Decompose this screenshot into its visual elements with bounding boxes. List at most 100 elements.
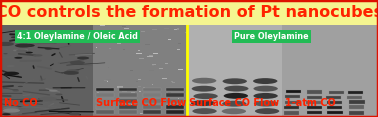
Circle shape: [4, 72, 19, 75]
Bar: [98, 92, 99, 93]
Bar: [152, 110, 158, 111]
Bar: [119, 110, 137, 114]
Circle shape: [3, 106, 19, 110]
Bar: [155, 99, 160, 100]
Bar: [123, 49, 125, 50]
Bar: [166, 88, 184, 91]
Bar: [122, 91, 127, 92]
Bar: [96, 105, 114, 109]
Text: Surface CO Flow: Surface CO Flow: [189, 98, 279, 108]
Bar: [307, 96, 322, 99]
Bar: [147, 56, 152, 57]
Bar: [119, 105, 137, 109]
Circle shape: [33, 54, 42, 57]
Circle shape: [15, 44, 31, 48]
Circle shape: [222, 101, 246, 107]
Bar: [138, 86, 141, 87]
Circle shape: [18, 86, 23, 87]
Bar: [167, 92, 172, 93]
Bar: [128, 104, 132, 105]
Bar: [122, 26, 126, 27]
Bar: [159, 68, 163, 69]
Bar: [96, 47, 97, 48]
Bar: [93, 25, 187, 117]
Bar: [143, 105, 161, 109]
Circle shape: [56, 114, 60, 115]
Bar: [177, 49, 180, 50]
Circle shape: [14, 57, 22, 59]
Bar: [187, 25, 282, 117]
Bar: [143, 87, 145, 88]
Bar: [143, 93, 161, 97]
Text: CO controls the formation of Pt nanocubes: CO controls the formation of Pt nanocube…: [0, 5, 378, 20]
Circle shape: [66, 69, 79, 72]
Bar: [284, 106, 299, 109]
Bar: [96, 88, 114, 91]
Bar: [139, 58, 144, 59]
Bar: [178, 98, 179, 99]
Bar: [119, 93, 137, 97]
Bar: [0, 25, 93, 117]
Bar: [327, 106, 342, 109]
Text: 4:1 Oleylamine / Oleic Acid: 4:1 Oleylamine / Oleic Acid: [17, 32, 138, 41]
Bar: [96, 93, 114, 97]
Circle shape: [11, 36, 19, 38]
Bar: [164, 28, 169, 29]
Circle shape: [11, 40, 15, 41]
Text: 1-atm CO: 1-atm CO: [285, 98, 336, 108]
Bar: [145, 44, 150, 45]
Bar: [153, 53, 158, 54]
Circle shape: [3, 53, 8, 54]
Bar: [307, 90, 322, 94]
Circle shape: [253, 78, 277, 84]
Circle shape: [55, 94, 62, 95]
Bar: [105, 108, 110, 109]
Circle shape: [2, 113, 11, 115]
Bar: [172, 82, 175, 83]
Bar: [143, 110, 161, 114]
Circle shape: [254, 86, 278, 92]
Bar: [168, 39, 171, 40]
Bar: [152, 29, 157, 30]
Bar: [165, 116, 166, 117]
Bar: [152, 64, 155, 65]
Bar: [138, 79, 141, 80]
Bar: [282, 25, 378, 117]
Circle shape: [0, 42, 14, 46]
Bar: [143, 105, 161, 109]
Bar: [131, 92, 135, 93]
Bar: [148, 101, 151, 102]
Bar: [152, 84, 153, 85]
Bar: [187, 25, 282, 117]
Circle shape: [49, 90, 57, 92]
Bar: [166, 88, 184, 91]
Bar: [119, 110, 137, 114]
Bar: [100, 25, 105, 26]
Bar: [184, 32, 188, 33]
Bar: [327, 101, 342, 104]
Bar: [159, 102, 163, 103]
Bar: [305, 101, 321, 104]
Bar: [349, 111, 364, 115]
Bar: [136, 81, 138, 82]
Bar: [98, 30, 103, 31]
Bar: [165, 63, 167, 64]
Bar: [96, 93, 114, 97]
Bar: [152, 65, 154, 66]
Bar: [138, 50, 139, 51]
Circle shape: [77, 57, 89, 60]
Bar: [175, 82, 178, 83]
Bar: [149, 55, 152, 56]
Bar: [136, 53, 142, 54]
Circle shape: [224, 86, 248, 91]
Bar: [143, 99, 161, 103]
Text: Surface CO Flow: Surface CO Flow: [96, 98, 186, 108]
Bar: [174, 29, 177, 30]
Circle shape: [6, 65, 15, 67]
Bar: [143, 99, 161, 103]
Circle shape: [45, 48, 53, 50]
Bar: [326, 96, 341, 99]
Circle shape: [191, 100, 215, 106]
Text: Pure Oleylamine: Pure Oleylamine: [234, 32, 309, 41]
Circle shape: [224, 93, 248, 99]
